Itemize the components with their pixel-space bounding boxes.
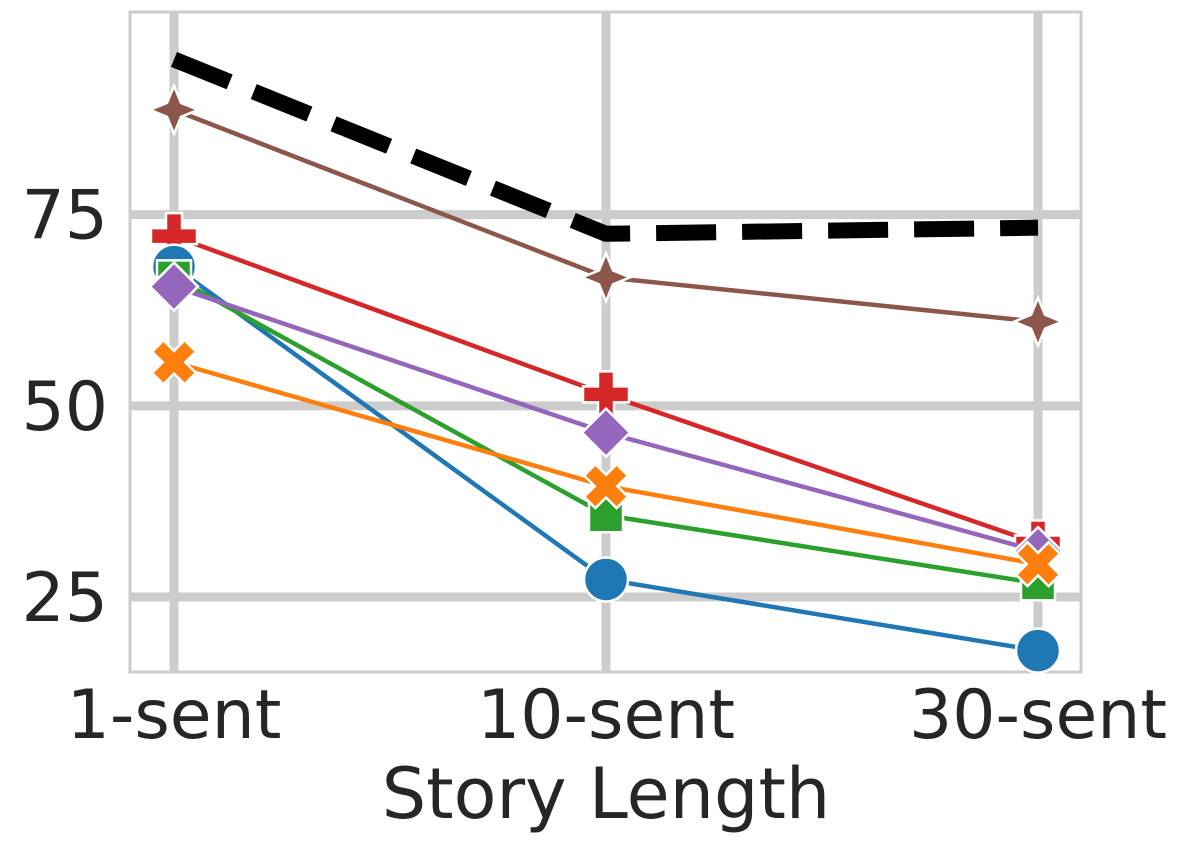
star-marker bbox=[1010, 294, 1066, 350]
star-marker bbox=[578, 250, 634, 305]
x-tick-label: 30-sent bbox=[909, 676, 1167, 755]
series-line bbox=[171, 51, 1039, 242]
x-axis-label: Story Length bbox=[382, 753, 831, 835]
diamond-marker bbox=[580, 406, 632, 459]
y-tick-label: 75 bbox=[21, 177, 108, 256]
circle-marker bbox=[1014, 627, 1062, 674]
series-1 bbox=[146, 82, 1066, 350]
x-tick-label: 1-sent bbox=[67, 676, 282, 755]
diamond-marker bbox=[148, 260, 200, 313]
circle-marker bbox=[582, 556, 630, 603]
y-tick-labels: 25 50 75 bbox=[21, 177, 108, 638]
x-marker bbox=[582, 462, 630, 510]
x-marker bbox=[1014, 540, 1062, 588]
x-tick-labels: 1-sent 10-sent 30-sent bbox=[67, 676, 1167, 755]
y-tick-label: 25 bbox=[21, 559, 108, 638]
plot-frame bbox=[128, 10, 1083, 674]
y-tick-label: 50 bbox=[21, 368, 108, 447]
series-layer bbox=[146, 51, 1066, 674]
star-marker bbox=[146, 82, 202, 138]
series-0 bbox=[171, 51, 1039, 242]
x-tick-label: 10-sent bbox=[477, 676, 735, 755]
series-6 bbox=[150, 338, 1062, 588]
x-marker bbox=[150, 338, 198, 386]
